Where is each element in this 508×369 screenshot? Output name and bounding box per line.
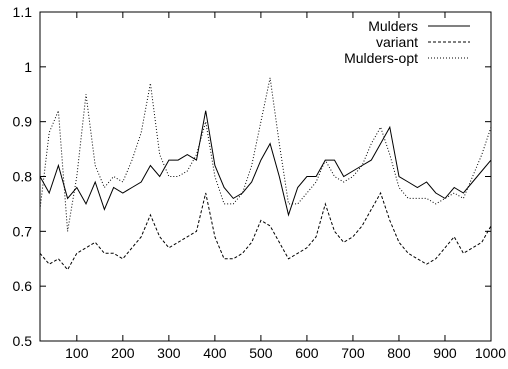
legend-label: variant — [376, 34, 418, 50]
x-tick-label: 900 — [433, 345, 457, 361]
x-tick-label: 300 — [157, 345, 181, 361]
series-line-variant — [39, 191, 492, 271]
series-line-mulders — [39, 110, 492, 217]
series-line-mulders-opt — [39, 77, 492, 232]
series-layer — [39, 77, 492, 271]
x-tick-label: 500 — [249, 345, 273, 361]
plot-frame — [39, 11, 492, 342]
legend-label: Mulders — [368, 18, 418, 34]
x-tick-label: 200 — [111, 345, 135, 361]
x-tick-label: 600 — [295, 345, 319, 361]
x-tick-label: 400 — [203, 345, 227, 361]
y-tick-label: 1 — [24, 59, 32, 75]
x-tick-label: 800 — [387, 345, 411, 361]
y-tick-label: 0.5 — [13, 333, 33, 349]
x-tick-label: 100 — [65, 345, 89, 361]
legend-label: Mulders-opt — [344, 50, 418, 66]
y-tick-label: 0.9 — [13, 114, 33, 130]
y-tick-label: 0.8 — [13, 169, 33, 185]
x-axis: 100 200 300 400 500 600 700 800 900 1000 — [65, 12, 506, 361]
y-tick-label: 0.6 — [13, 278, 33, 294]
x-tick-label: 1000 — [475, 345, 506, 361]
y-tick-label: 0.7 — [13, 223, 33, 239]
x-tick-label: 700 — [341, 345, 365, 361]
y-axis: 0.5 0.6 0.7 0.8 0.9 1 1.1 — [13, 4, 491, 349]
y-tick-label: 1.1 — [13, 4, 33, 20]
